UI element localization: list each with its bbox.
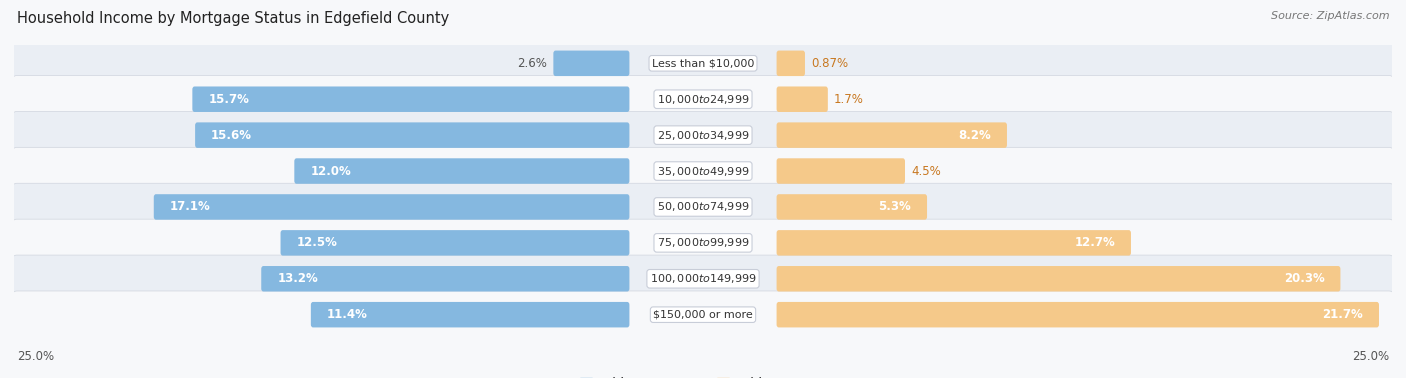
FancyBboxPatch shape: [262, 266, 630, 291]
Text: 20.3%: 20.3%: [1284, 272, 1324, 285]
FancyBboxPatch shape: [11, 183, 1395, 231]
Text: 12.0%: 12.0%: [311, 164, 352, 178]
FancyBboxPatch shape: [193, 87, 630, 112]
FancyBboxPatch shape: [153, 194, 630, 220]
FancyBboxPatch shape: [11, 219, 1395, 266]
Text: $75,000 to $99,999: $75,000 to $99,999: [657, 236, 749, 249]
FancyBboxPatch shape: [776, 158, 905, 184]
Text: 8.2%: 8.2%: [959, 129, 991, 142]
Text: 21.7%: 21.7%: [1322, 308, 1362, 321]
FancyBboxPatch shape: [776, 266, 1340, 291]
Text: Source: ZipAtlas.com: Source: ZipAtlas.com: [1271, 11, 1389, 21]
FancyBboxPatch shape: [11, 76, 1395, 123]
Text: $35,000 to $49,999: $35,000 to $49,999: [657, 164, 749, 178]
Text: Household Income by Mortgage Status in Edgefield County: Household Income by Mortgage Status in E…: [17, 11, 449, 26]
FancyBboxPatch shape: [776, 51, 806, 76]
FancyBboxPatch shape: [11, 255, 1395, 302]
Text: $150,000 or more: $150,000 or more: [654, 310, 752, 320]
Text: $10,000 to $24,999: $10,000 to $24,999: [657, 93, 749, 106]
Text: $50,000 to $74,999: $50,000 to $74,999: [657, 200, 749, 214]
Text: 17.1%: 17.1%: [170, 200, 211, 214]
Text: Less than $10,000: Less than $10,000: [652, 58, 754, 68]
FancyBboxPatch shape: [11, 112, 1395, 159]
FancyBboxPatch shape: [11, 40, 1395, 87]
Text: $25,000 to $34,999: $25,000 to $34,999: [657, 129, 749, 142]
Text: 13.2%: 13.2%: [277, 272, 318, 285]
Text: 1.7%: 1.7%: [834, 93, 863, 106]
FancyBboxPatch shape: [554, 51, 630, 76]
FancyBboxPatch shape: [294, 158, 630, 184]
Text: 5.3%: 5.3%: [879, 200, 911, 214]
Text: 12.7%: 12.7%: [1074, 236, 1115, 249]
FancyBboxPatch shape: [195, 122, 630, 148]
Text: 2.6%: 2.6%: [517, 57, 547, 70]
FancyBboxPatch shape: [776, 302, 1379, 327]
FancyBboxPatch shape: [776, 194, 927, 220]
Text: 12.5%: 12.5%: [297, 236, 337, 249]
FancyBboxPatch shape: [11, 147, 1395, 195]
Text: 11.4%: 11.4%: [326, 308, 368, 321]
Text: 25.0%: 25.0%: [17, 350, 53, 363]
Text: 25.0%: 25.0%: [1353, 350, 1389, 363]
FancyBboxPatch shape: [776, 230, 1130, 256]
Legend: Without Mortgage, With Mortgage: Without Mortgage, With Mortgage: [581, 377, 825, 378]
Text: 15.7%: 15.7%: [208, 93, 249, 106]
Text: 15.6%: 15.6%: [211, 129, 252, 142]
Text: 4.5%: 4.5%: [911, 164, 941, 178]
Text: 0.87%: 0.87%: [811, 57, 848, 70]
FancyBboxPatch shape: [776, 122, 1007, 148]
Text: $100,000 to $149,999: $100,000 to $149,999: [650, 272, 756, 285]
FancyBboxPatch shape: [776, 87, 828, 112]
FancyBboxPatch shape: [281, 230, 630, 256]
FancyBboxPatch shape: [11, 291, 1395, 338]
FancyBboxPatch shape: [311, 302, 630, 327]
